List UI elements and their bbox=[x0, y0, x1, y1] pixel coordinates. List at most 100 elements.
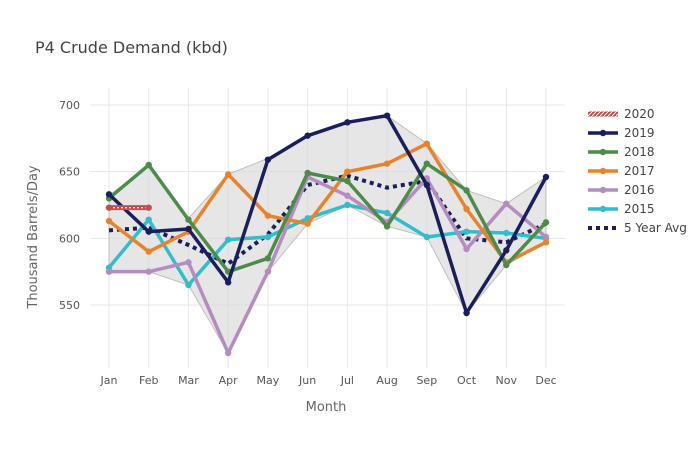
data-point-2016 bbox=[542, 233, 550, 241]
data-point-2019 bbox=[503, 247, 510, 254]
data-point-2018 bbox=[542, 219, 550, 226]
data-point-2015 bbox=[224, 236, 232, 243]
data-point-2016 bbox=[264, 268, 272, 275]
data-point-2019 bbox=[224, 279, 232, 286]
x-tick-label: Jun bbox=[298, 374, 316, 387]
data-point-2016 bbox=[105, 268, 113, 275]
data-point-2015 bbox=[383, 209, 391, 217]
legend: 2020 2019 2018 2017 2016 2015 5 Year Avg bbox=[588, 107, 687, 235]
y-tick-label: 700 bbox=[59, 99, 80, 112]
data-point-2016 bbox=[185, 259, 192, 266]
series-2020 bbox=[105, 204, 152, 211]
data-point-2020 bbox=[145, 204, 152, 211]
data-point-2019 bbox=[383, 112, 391, 119]
x-axis-label: Month bbox=[306, 400, 347, 415]
series-line-2016 bbox=[109, 175, 548, 355]
data-point-2017 bbox=[542, 239, 550, 246]
y-tick-label: 550 bbox=[59, 299, 80, 312]
legend-item-2016: 2016 bbox=[588, 183, 655, 197]
legend-label-2016: 2016 bbox=[624, 183, 655, 197]
legend-item-5-year-avg: 5 Year Avg bbox=[588, 221, 687, 235]
data-point-2016 bbox=[503, 200, 510, 207]
x-tick-label: Feb bbox=[139, 374, 158, 387]
x-tick-label: Aug bbox=[376, 374, 397, 387]
data-point-2019 bbox=[185, 225, 192, 233]
data-point-2015 bbox=[423, 233, 431, 241]
legend-marker-2018 bbox=[599, 148, 607, 156]
legend-item-2018: 2018 bbox=[588, 145, 655, 159]
legend-marker-2015 bbox=[599, 205, 607, 213]
legend-marker-2017 bbox=[599, 167, 607, 175]
x-tick-label: May bbox=[257, 374, 280, 387]
data-point-2016 bbox=[145, 268, 152, 275]
legend-label-5-year-avg: 5 Year Avg bbox=[624, 221, 687, 235]
data-point-2015 bbox=[463, 228, 470, 235]
x-tick-label: Nov bbox=[496, 374, 518, 387]
series-2019 bbox=[105, 112, 550, 317]
legend-item-2017: 2017 bbox=[588, 164, 655, 178]
series-5-year-avg bbox=[108, 173, 547, 266]
data-point-2015 bbox=[264, 233, 272, 241]
y-tick-label: 600 bbox=[59, 232, 80, 245]
legend-marker-2016 bbox=[599, 186, 607, 194]
data-point-2018 bbox=[383, 223, 391, 230]
legend-item-2015: 2015 bbox=[588, 202, 655, 216]
y-tick-labels: 550 600 650 700 bbox=[59, 99, 80, 312]
x-tick-label: Apr bbox=[219, 374, 239, 387]
legend-label-2020: 2020 bbox=[624, 107, 655, 121]
data-point-2015 bbox=[185, 281, 192, 289]
x-tick-label: Dec bbox=[535, 374, 556, 387]
legend-label-2018: 2018 bbox=[624, 145, 655, 159]
data-point-2015 bbox=[503, 229, 510, 237]
data-point-2016 bbox=[224, 349, 232, 357]
legend-swatch-2020 bbox=[588, 111, 618, 117]
data-point-2016 bbox=[463, 245, 470, 253]
data-point-2018 bbox=[304, 169, 311, 177]
data-point-2017 bbox=[145, 248, 152, 255]
legend-item-2020: 2020 bbox=[588, 107, 655, 121]
data-point-2015 bbox=[344, 201, 351, 209]
data-point-2018 bbox=[145, 161, 152, 169]
y-axis-label: Thousand Barrels/Day bbox=[26, 165, 41, 310]
x-tick-label: Jul bbox=[340, 374, 354, 387]
data-point-2017 bbox=[463, 205, 470, 213]
data-point-2019 bbox=[304, 132, 311, 139]
series-line-5-year-avg bbox=[108, 173, 547, 266]
chart-title: P4 Crude Demand (kbd) bbox=[35, 38, 228, 57]
legend-marker-2019 bbox=[599, 129, 607, 137]
data-point-2019 bbox=[344, 119, 351, 126]
data-point-2017 bbox=[383, 160, 391, 167]
data-point-2018 bbox=[423, 160, 431, 167]
data-point-2018 bbox=[463, 187, 470, 194]
data-point-2020 bbox=[105, 204, 113, 211]
legend-label-2019: 2019 bbox=[624, 126, 655, 140]
data-point-2017 bbox=[304, 220, 311, 227]
x-tick-labels: Jan Feb Mar Apr May Jun Jul Aug Sep Oct Nov Dec bbox=[100, 374, 557, 387]
data-point-2017 bbox=[264, 212, 272, 219]
data-point-2018 bbox=[185, 216, 192, 223]
data-point-2017 bbox=[423, 140, 431, 147]
data-point-2019 bbox=[423, 181, 431, 189]
data-point-2019 bbox=[463, 309, 470, 317]
x-tick-label: Oct bbox=[457, 374, 477, 387]
series-lines bbox=[105, 112, 550, 357]
data-point-2017 bbox=[105, 217, 113, 225]
x-tick-label: Sep bbox=[416, 374, 437, 387]
data-point-2018 bbox=[264, 255, 272, 262]
series-2018 bbox=[105, 160, 550, 275]
legend-label-2015: 2015 bbox=[624, 202, 655, 216]
series-line-2018 bbox=[107, 161, 548, 274]
y-tick-label: 650 bbox=[59, 166, 80, 179]
data-point-2018 bbox=[344, 177, 351, 185]
data-point-2019 bbox=[542, 173, 550, 181]
data-point-2019 bbox=[264, 156, 272, 163]
data-point-2018 bbox=[503, 261, 510, 269]
series-2017 bbox=[105, 140, 550, 266]
data-point-2016 bbox=[344, 192, 351, 199]
series-line-2015 bbox=[107, 203, 547, 287]
x-tick-label: Jan bbox=[100, 374, 118, 387]
legend-label-2017: 2017 bbox=[624, 164, 655, 178]
x-tick-label: Mar bbox=[178, 374, 199, 387]
data-point-2019 bbox=[105, 191, 113, 198]
series-line-2017 bbox=[107, 141, 547, 265]
